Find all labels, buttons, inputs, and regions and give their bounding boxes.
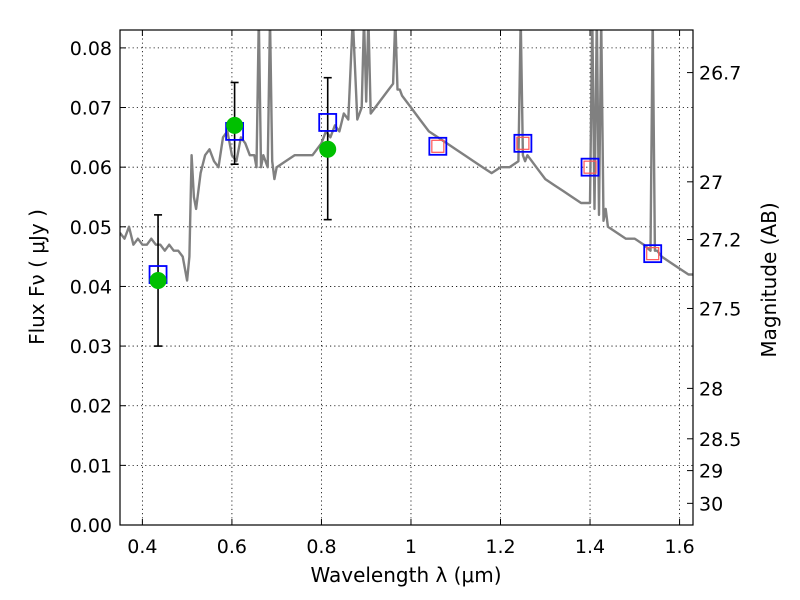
y2-tick-label: 27.2 bbox=[699, 230, 741, 252]
model-point-square bbox=[583, 160, 597, 174]
plot-background bbox=[120, 30, 693, 525]
model-point-square bbox=[513, 133, 533, 153]
x-tick-label: 1.4 bbox=[575, 536, 605, 558]
x-axis-title: Wavelength λ (μm) bbox=[310, 563, 501, 587]
model-point-square bbox=[516, 136, 530, 150]
x-tick-label: 1.2 bbox=[485, 536, 515, 558]
x-tick-label: 0.4 bbox=[127, 536, 157, 558]
y2-tick-label: 27.5 bbox=[699, 298, 741, 320]
y2-tick-label: 27 bbox=[699, 172, 723, 194]
model-point-square bbox=[431, 139, 445, 153]
y2-tick-label: 28 bbox=[699, 378, 723, 400]
y2-tick-label: 30 bbox=[699, 493, 723, 515]
model-point-square bbox=[428, 136, 448, 156]
model-point-square bbox=[318, 113, 338, 132]
y-tick-label: 0.00 bbox=[70, 515, 112, 537]
observed-point bbox=[226, 116, 244, 134]
marker-layer bbox=[148, 76, 663, 347]
y2-axis-title: Magnitude (AB) bbox=[757, 202, 781, 357]
y-tick-label: 0.06 bbox=[70, 157, 112, 179]
observed-point bbox=[149, 271, 167, 289]
y2-tick-label: 26.7 bbox=[699, 63, 741, 85]
observed-point bbox=[319, 140, 337, 158]
x-tick-label: 1.6 bbox=[664, 536, 694, 558]
y-tick-label: 0.08 bbox=[70, 38, 112, 60]
y-tick-label: 0.03 bbox=[70, 336, 112, 358]
series-layer bbox=[120, 30, 693, 282]
y-tick-label: 0.05 bbox=[70, 217, 112, 239]
model-point-square bbox=[646, 247, 660, 261]
y-tick-label: 0.07 bbox=[70, 98, 112, 120]
x-tick-label: 1 bbox=[405, 536, 417, 558]
plot-frame bbox=[119, 29, 694, 526]
y2-tick-label: 28.5 bbox=[699, 429, 741, 451]
y2-tick-label: 29 bbox=[699, 461, 723, 483]
x-tick-label: 0.8 bbox=[306, 536, 336, 558]
y-tick-label: 0.02 bbox=[70, 396, 112, 418]
model-point-square bbox=[643, 244, 663, 264]
model-sed-line bbox=[120, 30, 693, 282]
x-tick-label: 0.6 bbox=[217, 536, 247, 558]
y-axis-title: Flux Fν ( μJy ) bbox=[25, 209, 49, 345]
model-point-square bbox=[580, 157, 600, 177]
axes: 0.4 0.6 0.8 1 1.2 1.4 1.6 0.00 0.01 0.02 0.03 0.04 0… bbox=[70, 30, 741, 558]
y-tick-label: 0.01 bbox=[70, 455, 112, 477]
y-tick-label: 0.04 bbox=[70, 276, 112, 298]
